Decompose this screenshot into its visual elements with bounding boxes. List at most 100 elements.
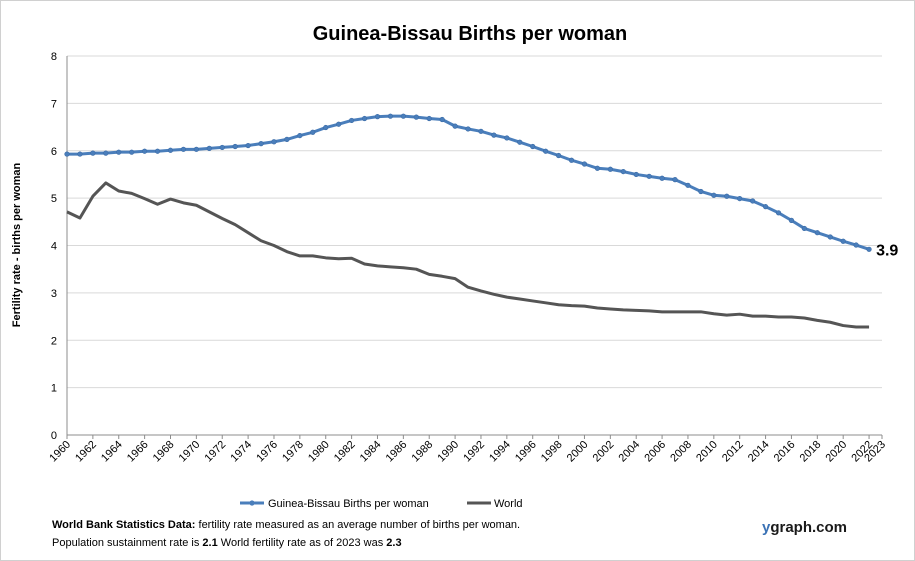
- x-tick-label: 1976: [254, 439, 280, 465]
- data-point: [103, 150, 109, 156]
- data-point: [245, 142, 251, 149]
- y-tick-label: 0: [51, 430, 57, 442]
- data-point: [866, 246, 872, 252]
- x-tick-label: 1974: [228, 439, 254, 465]
- footer-sustainment-value: 2.1: [202, 537, 218, 549]
- data-point: [219, 144, 225, 151]
- y-tick-label: 1: [51, 383, 57, 395]
- x-tick-label: 2000: [565, 439, 591, 465]
- data-point: [775, 210, 782, 216]
- data-point: [361, 115, 368, 122]
- footer-sustainment-text: Population sustainment rate is: [52, 537, 203, 549]
- data-point: [737, 195, 743, 202]
- data-point: [724, 193, 730, 199]
- x-tick-label: 2008: [668, 439, 694, 465]
- data-point: [491, 132, 497, 138]
- data-point: [581, 161, 588, 167]
- data-point: [452, 123, 458, 129]
- data-point: [154, 148, 161, 154]
- data-point: [349, 117, 355, 124]
- legend: Guinea-Bissau Births per woman World: [240, 498, 523, 510]
- data-point: [310, 129, 316, 135]
- data-point: [788, 217, 795, 223]
- data-point: [90, 150, 96, 156]
- brand-y: y: [762, 519, 771, 536]
- y-tick-labels: 0 1 2 3 4 5 6 7 8: [51, 51, 57, 442]
- data-point: [206, 145, 212, 151]
- legend-label-world: World: [494, 498, 523, 510]
- y-tick-label: 2: [51, 335, 57, 347]
- data-point: [284, 136, 290, 142]
- footer-line-2: Population sustainment rate is 2.1 World…: [52, 534, 520, 552]
- x-tick-label: 1996: [513, 439, 539, 465]
- data-point: [323, 124, 329, 131]
- brand-logo: ygraph.com: [762, 519, 847, 536]
- y-tick-label: 6: [51, 146, 57, 158]
- x-tick-label: 2012: [720, 439, 746, 465]
- chart-title: Guinea-Bissau Births per woman: [313, 23, 628, 45]
- x-tick-label: 1998: [539, 439, 565, 465]
- legend-label-guinea-bissau: Guinea-Bissau Births per woman: [268, 498, 429, 510]
- data-point: [685, 182, 691, 188]
- data-point: [439, 116, 445, 123]
- x-tick-label: 1968: [151, 439, 177, 465]
- footer-line-1: World Bank Statistics Data: fertility ra…: [52, 516, 520, 534]
- brand-rest: graph.com: [770, 519, 848, 536]
- x-tick-labels: 1960 1962 1964 1966 1968 1970 1972 1974 1976 1978…: [47, 439, 888, 465]
- data-point: [374, 114, 381, 120]
- x-tick-label: 1986: [384, 439, 410, 465]
- footer-note: World Bank Statistics Data: fertility ra…: [52, 516, 520, 552]
- data-point: [193, 146, 199, 152]
- data-point: [698, 188, 704, 195]
- x-tick-label: 2006: [642, 439, 668, 465]
- data-point: [77, 151, 83, 157]
- y-tick-label: 5: [51, 193, 57, 205]
- series-line-world: [66, 181, 870, 329]
- x-tick-label: 1978: [280, 439, 306, 465]
- data-point: [620, 168, 626, 175]
- y-tick-label: 8: [51, 51, 57, 63]
- x-tick-label: 2016: [772, 439, 798, 465]
- x-tick-label: 1972: [203, 439, 229, 465]
- data-point: [827, 234, 833, 240]
- data-point: [530, 143, 536, 150]
- data-point: [116, 149, 122, 155]
- x-tick-label: 1960: [47, 439, 73, 465]
- x-tick-label: 2018: [798, 439, 824, 465]
- footer-world-value: 2.3: [386, 537, 402, 549]
- legend-marker-guinea-bissau: [249, 500, 255, 506]
- y-tick-label: 3: [51, 288, 57, 300]
- data-point: [801, 225, 807, 232]
- x-tick-label: 2002: [591, 439, 617, 465]
- data-point: [646, 173, 652, 179]
- data-point: [672, 177, 678, 183]
- footer-source-label: World Bank Statistics Data:: [52, 519, 196, 531]
- data-point: [400, 113, 406, 119]
- data-point: [232, 143, 238, 150]
- y-axis-label: Fertility rate - births per woman: [11, 163, 23, 328]
- y-tick-label: 7: [51, 98, 57, 110]
- end-value-label: 3.9: [876, 242, 898, 259]
- x-tick-label: 2004: [617, 439, 643, 465]
- data-point: [271, 139, 277, 145]
- data-point: [840, 238, 846, 244]
- data-point: [167, 147, 174, 153]
- x-tick-label: 1982: [332, 439, 358, 465]
- data-point: [478, 128, 484, 134]
- data-point: [413, 114, 419, 120]
- x-tick-label: 1980: [306, 439, 332, 465]
- x-tick-label: 1988: [410, 439, 436, 465]
- data-point: [853, 242, 859, 248]
- data-point: [517, 139, 523, 145]
- footer-description: fertility rate measured as an average nu…: [195, 519, 521, 531]
- x-tick-label: 2014: [746, 439, 772, 465]
- x-tick-label: 1962: [73, 439, 99, 465]
- data-point: [142, 148, 148, 154]
- data-point: [814, 230, 820, 236]
- data-point: [711, 192, 717, 198]
- x-tick-label: 1994: [487, 439, 513, 465]
- x-tick-label: 1964: [99, 439, 125, 465]
- axes: [66, 56, 883, 439]
- data-point: [750, 198, 756, 204]
